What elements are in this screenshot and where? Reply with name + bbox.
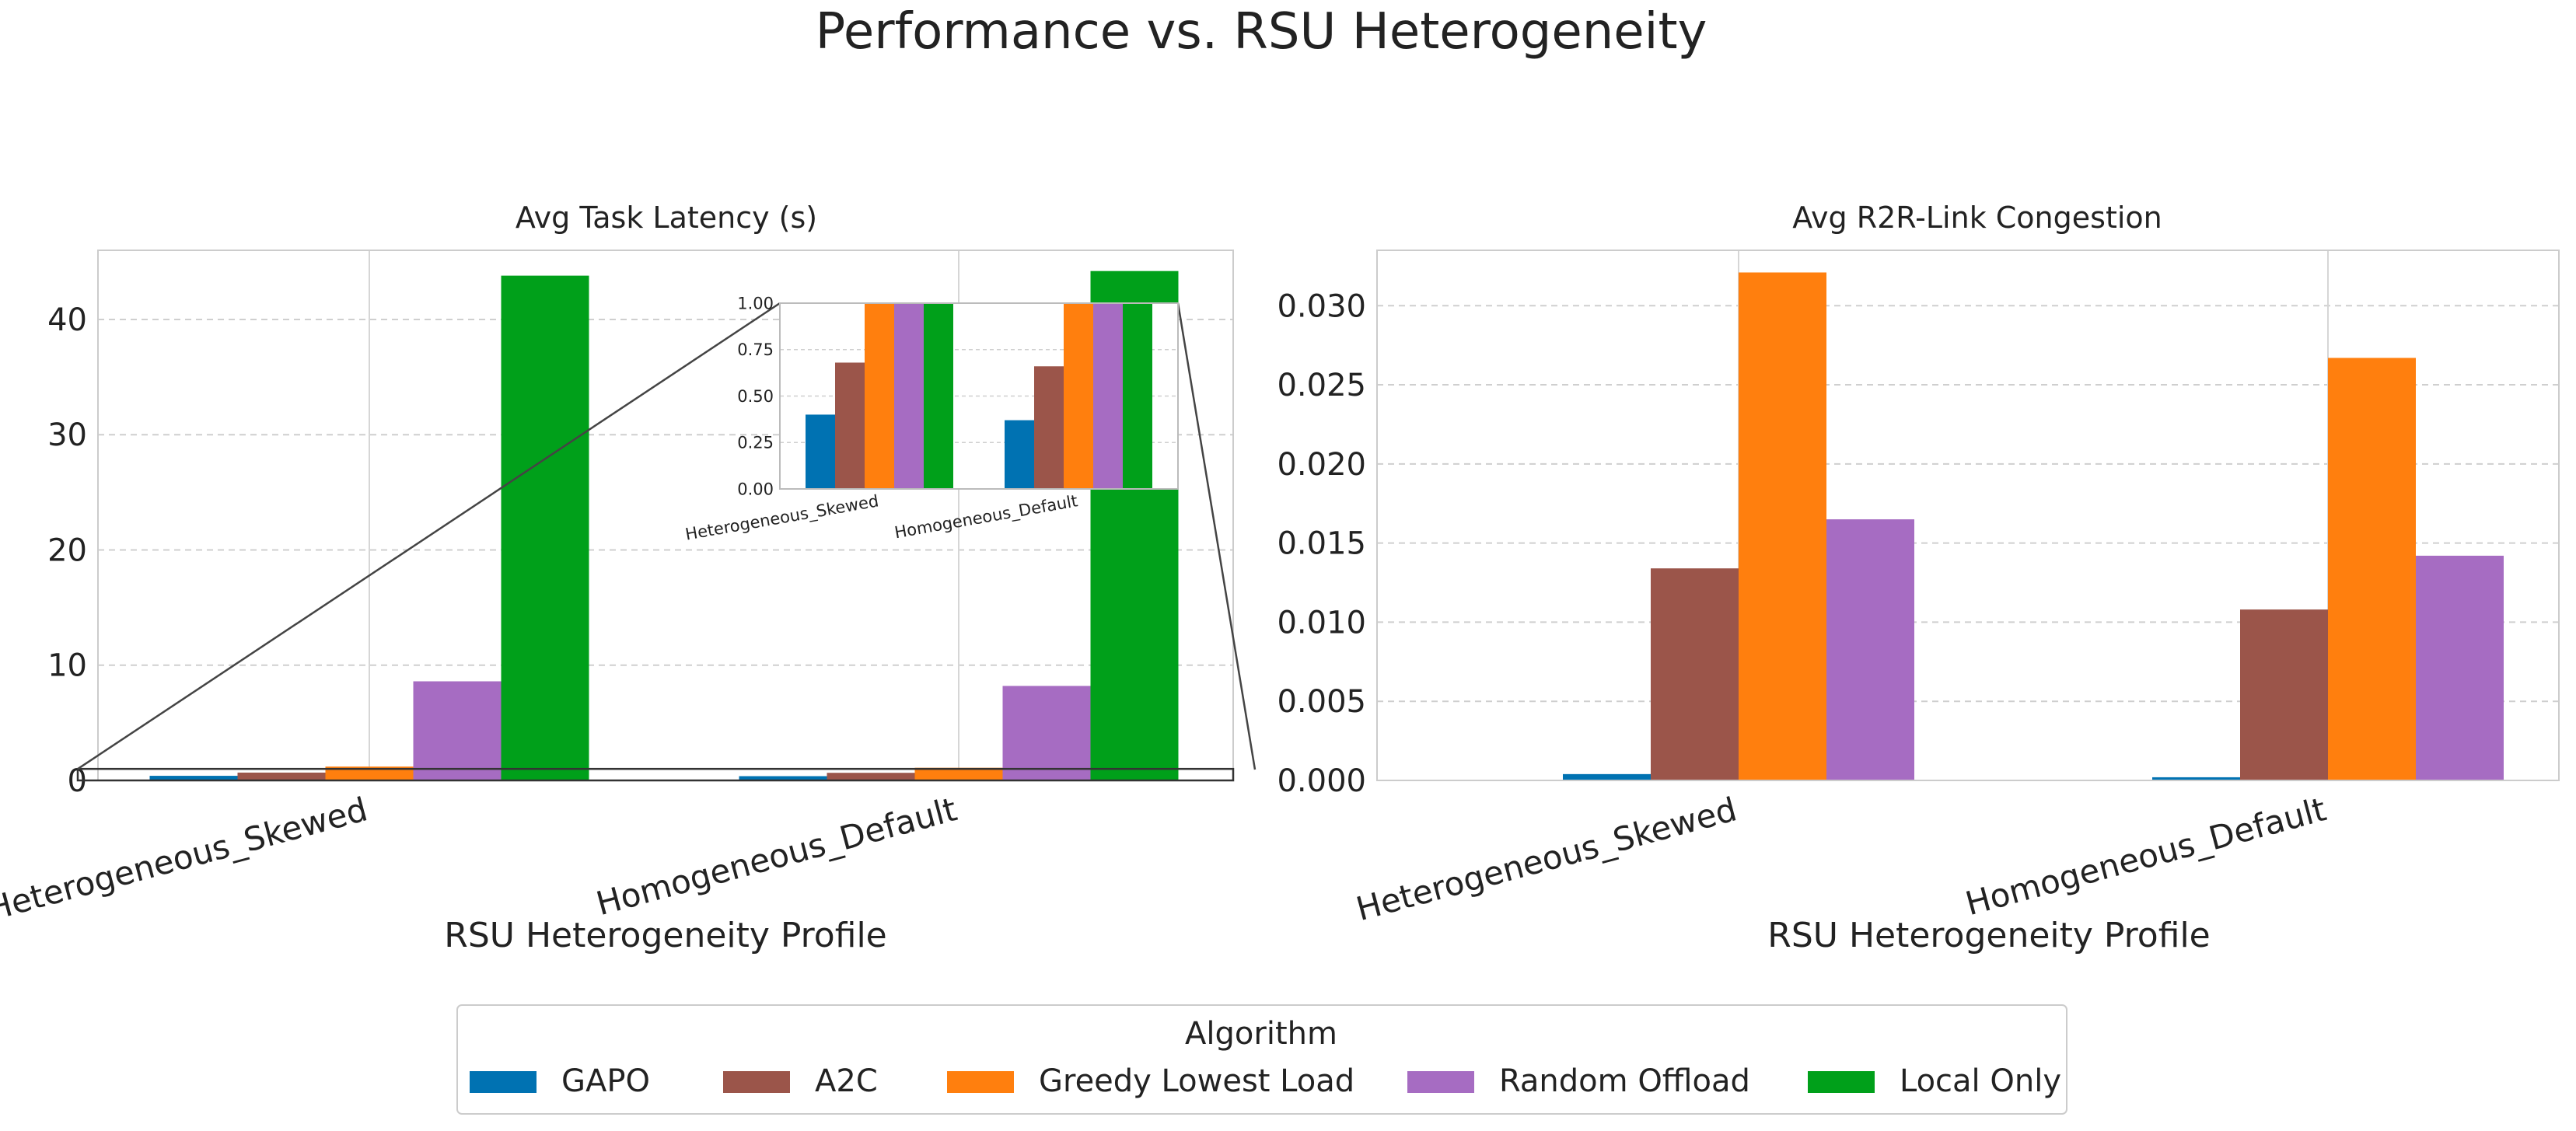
zoom-indicator xyxy=(76,302,1257,782)
legend-item-greedy-lowest-load: Greedy Lowest Load xyxy=(947,1063,1354,1099)
legend-item-local-only: Local Only xyxy=(1808,1063,2061,1099)
congestion-y-tick-label: 0.025 xyxy=(1277,368,1366,403)
inset-y-tick-label: 0.75 xyxy=(737,340,774,359)
bar-latency-a2c-heterogeneous-skewed xyxy=(237,772,326,780)
inset-y-ticks: 0.00 0.25 0.50 0.75 1.00 xyxy=(737,294,774,498)
bar-inset-local-only-heterogeneous-skewed xyxy=(924,303,953,489)
latency-x-axis-label: RSU Heterogeneity Profile xyxy=(444,916,887,955)
bar-inset-gapo-homogeneous-default xyxy=(1005,420,1034,489)
bar-inset-a2c-heterogeneous-skewed xyxy=(835,362,865,489)
legend-swatch-gapo xyxy=(470,1071,537,1093)
congestion-y-tick-label: 0.005 xyxy=(1277,684,1366,720)
bar-latency-gapo-heterogeneous-skewed xyxy=(149,776,238,780)
inset-frame xyxy=(779,302,1179,490)
congestion-y-tick-label: 0.020 xyxy=(1277,447,1366,483)
congestion-y-ticks: 0.000 0.005 0.010 0.015 0.020 0.025 0.030 xyxy=(1277,288,1366,799)
inset-y-tick-label: 1.00 xyxy=(737,294,774,312)
legend-item-random-offload: Random Offload xyxy=(1407,1063,1750,1099)
bar-latency-greedy-lowest-load-homogeneous-default xyxy=(914,767,1003,780)
legend: Algorithm GAPO A2C Greedy Lowest Load Rando… xyxy=(456,1004,2067,1115)
legend-label-local-only: Local Only xyxy=(1900,1063,2061,1099)
latency-y-tick-label: 30 xyxy=(47,417,87,453)
bar-congestion-a2c-homogeneous-default xyxy=(2240,609,2328,780)
bar-latency-random-offload-homogeneous-default xyxy=(1002,686,1091,780)
zoom-connector-left xyxy=(77,302,781,770)
latency-y-tick-label: 40 xyxy=(47,302,87,338)
bar-congestion-greedy-lowest-load-heterogeneous-skewed xyxy=(1739,272,1826,781)
legend-label-gapo: GAPO xyxy=(561,1063,650,1099)
bar-inset-a2c-homogeneous-default xyxy=(1034,366,1064,489)
legend-swatch-greedy-lowest-load xyxy=(947,1071,1014,1093)
bar-congestion-a2c-heterogeneous-skewed xyxy=(1651,568,1739,780)
figure-title: Performance vs. RSU Heterogeneity xyxy=(816,3,1707,61)
congestion-y-tick-label: 0.015 xyxy=(1277,526,1366,562)
legend-swatch-local-only xyxy=(1808,1071,1875,1093)
inset-y-tick-label: 0.50 xyxy=(737,387,774,406)
legend-items: GAPO A2C Greedy Lowest Load Random Offload L… xyxy=(470,1063,2061,1099)
bar-congestion-gapo-heterogeneous-skewed xyxy=(1563,773,1651,780)
legend-box xyxy=(456,1004,2067,1115)
latency-inset-chart: 0.000.250.500.751.00 Heterogeneous_Skewe… xyxy=(683,294,1179,545)
latency-chart-title: Avg Task Latency (s) xyxy=(516,201,817,235)
congestion-y-tick-label: 0.000 xyxy=(1277,763,1366,799)
bar-inset-random-offload-homogeneous-default xyxy=(1093,303,1123,489)
congestion-y-tick-label: 0.030 xyxy=(1277,288,1366,324)
bar-congestion-greedy-lowest-load-homogeneous-default xyxy=(2328,358,2416,781)
congestion-chart-title: Avg R2R-Link Congestion xyxy=(1792,201,2162,235)
bar-latency-gapo-homogeneous-default xyxy=(739,776,827,780)
bar-inset-gapo-heterogeneous-skewed xyxy=(806,414,835,489)
legend-label-a2c: A2C xyxy=(815,1063,878,1099)
inset-y-tick-label: 0.00 xyxy=(737,480,774,498)
congestion-bars xyxy=(1563,272,2504,781)
legend-title: Algorithm xyxy=(1185,1016,1337,1052)
bar-inset-random-offload-heterogeneous-skewed xyxy=(894,303,924,489)
bar-latency-a2c-homogeneous-default xyxy=(827,773,915,780)
legend-swatch-a2c xyxy=(723,1071,790,1093)
bar-latency-greedy-lowest-load-heterogeneous-skewed xyxy=(325,766,414,780)
bar-inset-local-only-homogeneous-default xyxy=(1123,303,1152,489)
zoom-region-box xyxy=(76,767,1235,782)
bar-congestion-gapo-homogeneous-default xyxy=(2152,777,2240,780)
legend-label-greedy-lowest-load: Greedy Lowest Load xyxy=(1039,1063,1354,1099)
latency-y-tick-label: 20 xyxy=(47,532,87,568)
congestion-plot-frame xyxy=(1376,250,2560,781)
legend-swatch-random-offload xyxy=(1407,1071,1474,1093)
legend-label-random-offload: Random Offload xyxy=(1499,1063,1750,1099)
congestion-y-tick-label: 0.010 xyxy=(1277,605,1366,641)
zoom-connector-right xyxy=(1176,302,1257,770)
bar-congestion-random-offload-heterogeneous-skewed xyxy=(1826,519,1914,780)
congestion-x-axis-label: RSU Heterogeneity Profile xyxy=(1767,916,2211,955)
legend-item-gapo: GAPO xyxy=(470,1063,650,1099)
bar-latency-local-only-heterogeneous-skewed xyxy=(501,275,589,780)
bar-inset-greedy-lowest-load-homogeneous-default xyxy=(1064,303,1093,489)
inset-y-tick-label: 0.25 xyxy=(737,434,774,452)
inset-bars xyxy=(806,303,1152,489)
bar-inset-greedy-lowest-load-heterogeneous-skewed xyxy=(865,303,894,489)
legend-item-a2c: A2C xyxy=(723,1063,878,1099)
bar-congestion-random-offload-homogeneous-default xyxy=(2416,555,2504,780)
bar-latency-random-offload-heterogeneous-skewed xyxy=(413,681,502,780)
latency-y-tick-label: 10 xyxy=(47,648,87,684)
